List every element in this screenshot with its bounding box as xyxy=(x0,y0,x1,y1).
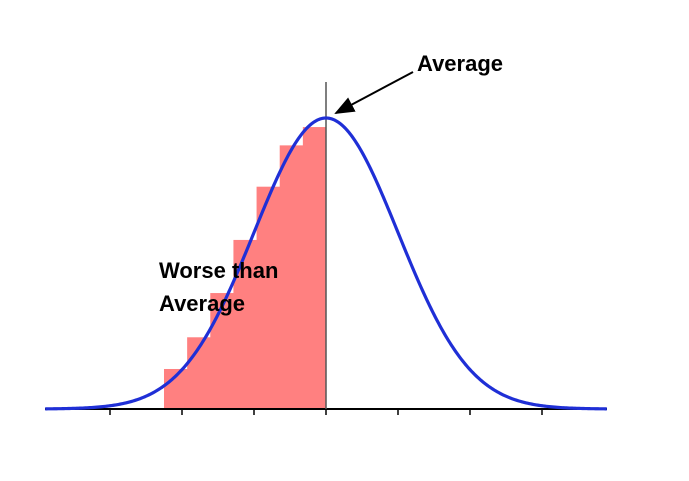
worse-than-label-line2: Average xyxy=(159,291,245,316)
worse-than-average-region xyxy=(164,127,327,409)
shaded-step xyxy=(164,368,188,409)
x-axis-ticks xyxy=(109,409,543,415)
shaded-step xyxy=(256,186,281,409)
shaded-step xyxy=(210,293,234,409)
shaded-step xyxy=(279,145,304,409)
shaded-step xyxy=(233,239,258,409)
worse-than-label-line1: Worse than xyxy=(159,258,278,283)
average-arrow xyxy=(334,71,414,114)
bell-curve xyxy=(45,116,607,411)
shaded-step xyxy=(302,127,327,409)
average-label: Average xyxy=(417,51,503,76)
